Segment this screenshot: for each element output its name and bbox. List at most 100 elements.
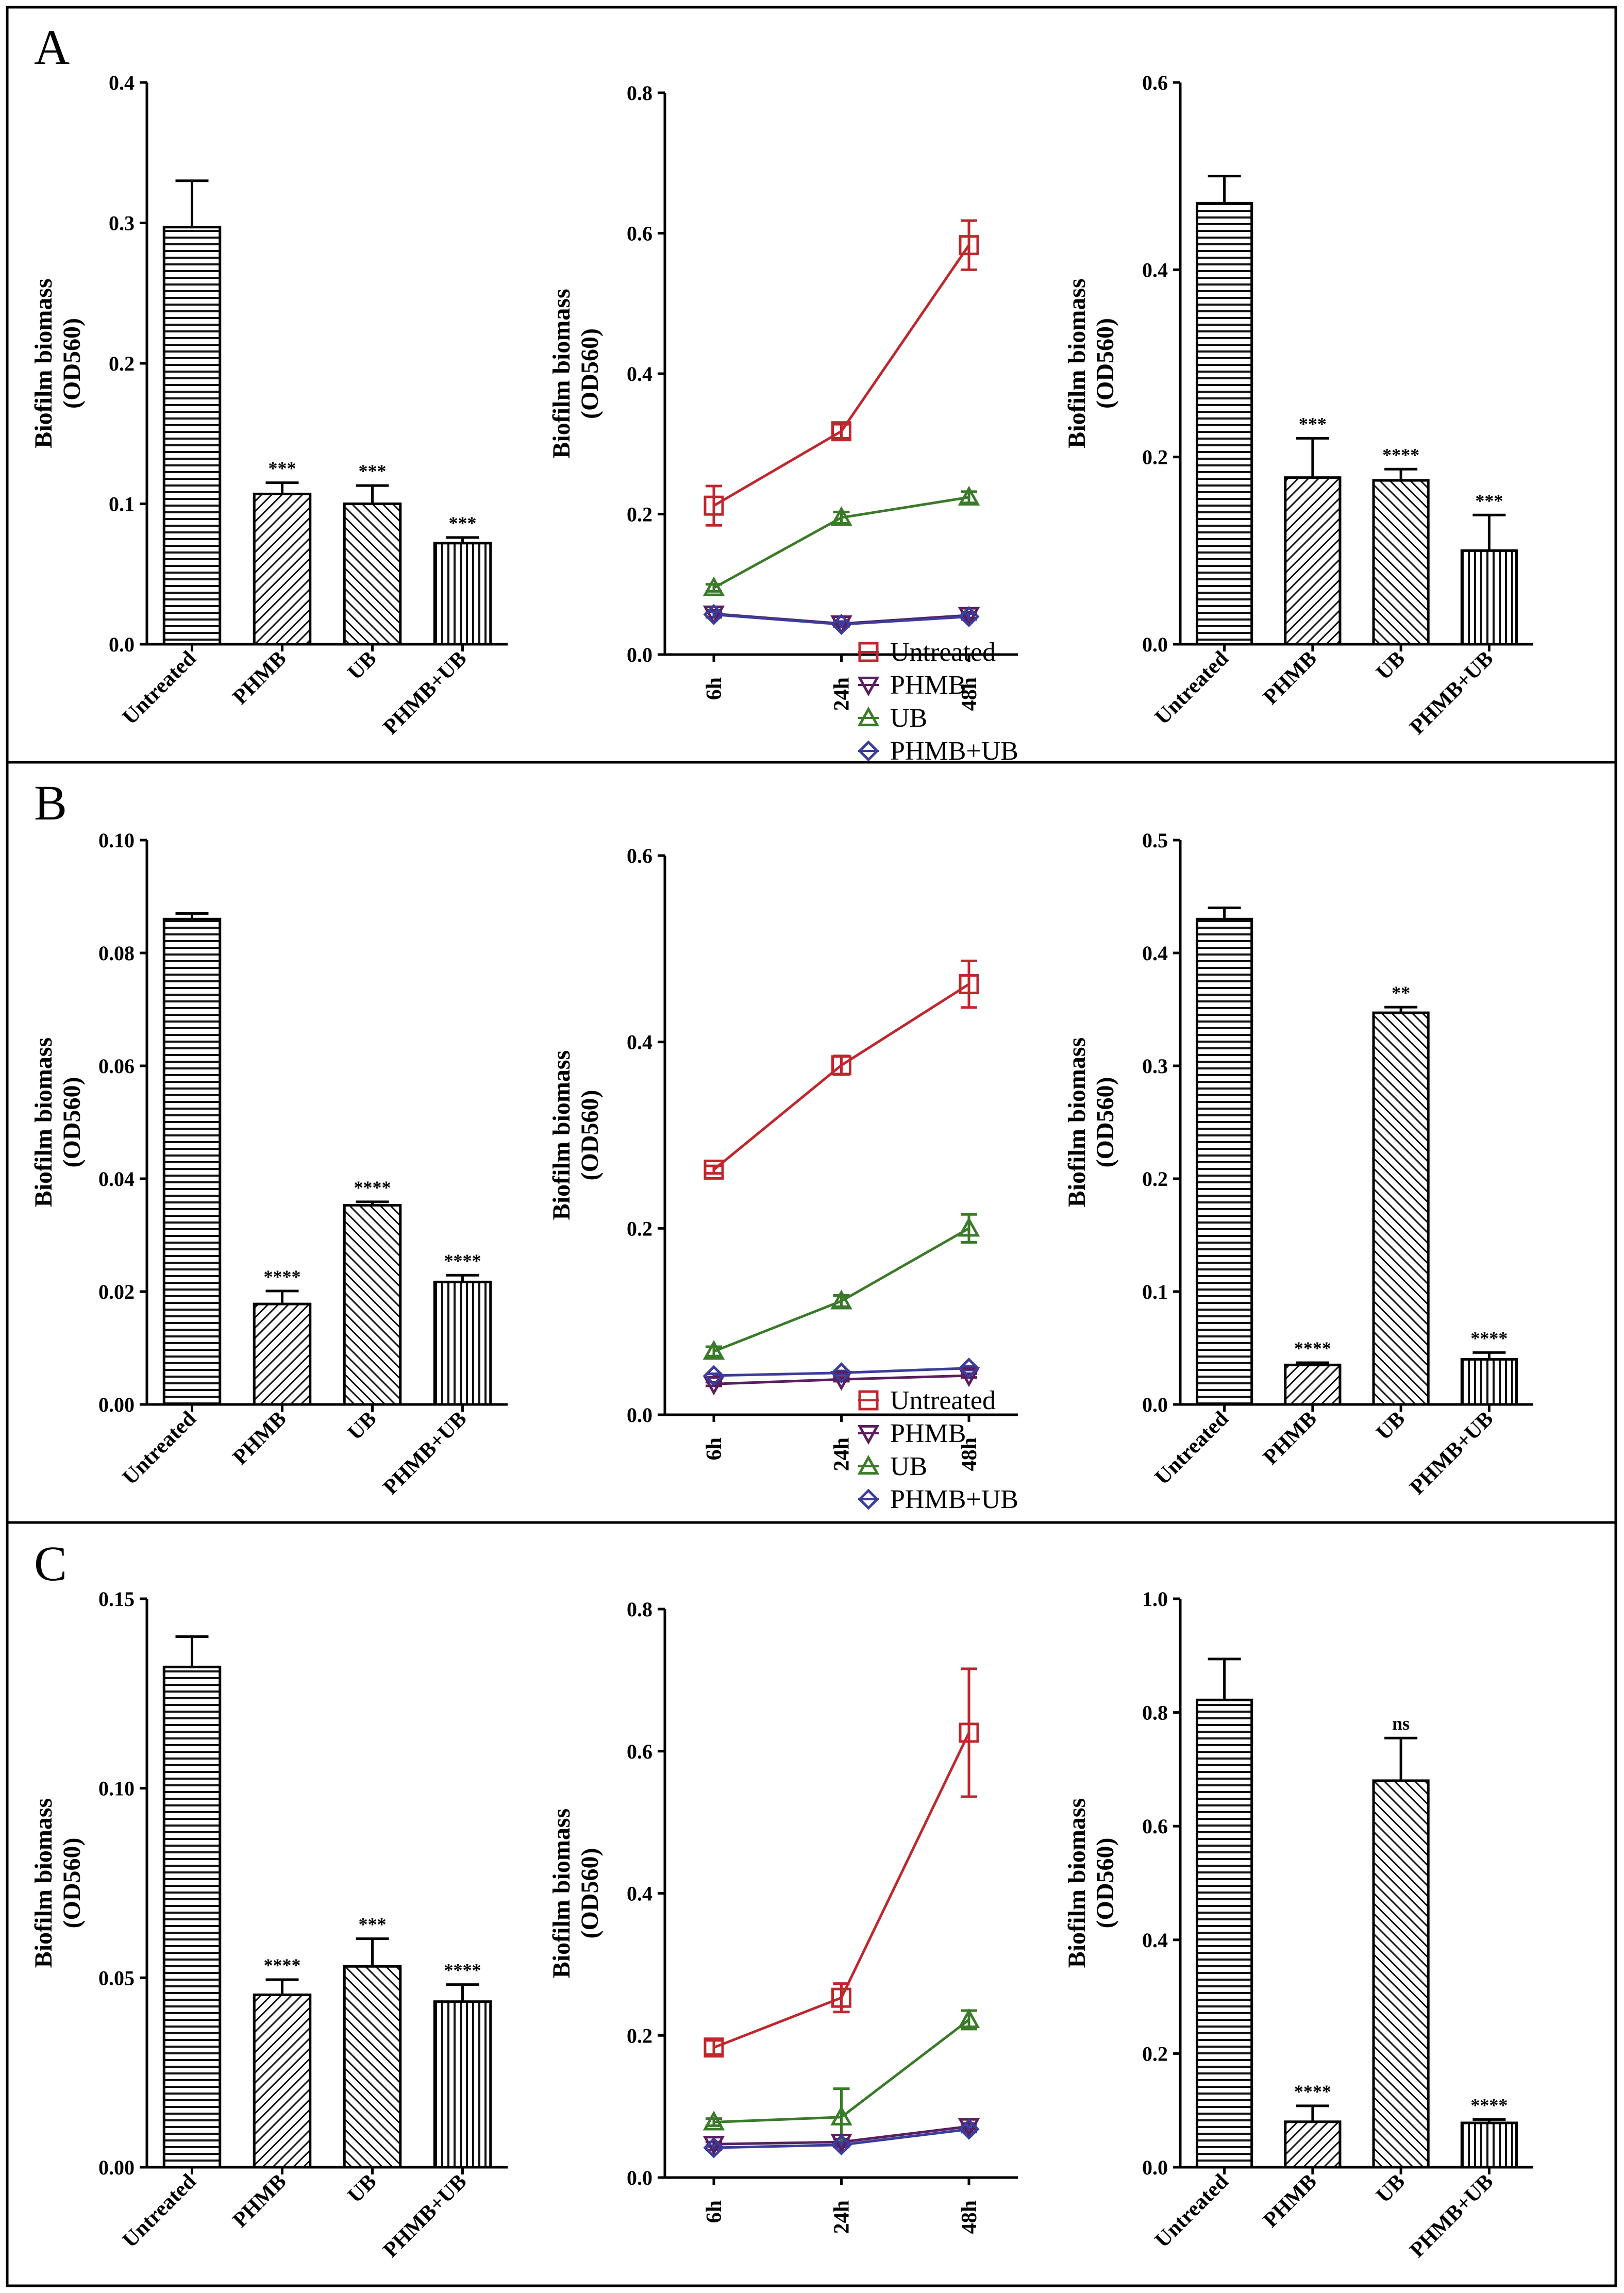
- bar: [1196, 202, 1253, 646]
- significance-label: ***: [359, 461, 387, 481]
- marker-diamond: [958, 606, 980, 627]
- significance-label: ****: [264, 1266, 301, 1287]
- category-label: Untreated: [1150, 1407, 1233, 1490]
- marker-triangle-up: [830, 506, 852, 526]
- x-tick-label: 48h: [958, 1437, 981, 1471]
- y-tick-label: 0.00: [98, 1393, 135, 1416]
- y-axis-label: Biofilm biomass: [30, 1798, 57, 1968]
- panel-C-line-chart: 0.0 0.2 0.4 0.6 0.8 Biofilm biomass (OD560) 6h 2…: [548, 1386, 1018, 2234]
- category-label: UB: [1371, 2170, 1410, 2208]
- marker-triangle-up: [702, 2111, 725, 2131]
- y-tick-label: 0.2: [627, 2024, 652, 2047]
- marker-diamond: [830, 613, 852, 635]
- category-label: PHMB: [228, 1407, 291, 1470]
- y-axis-label: Biofilm biomass: [548, 1809, 575, 1978]
- category-label: PHMB+UB: [379, 1407, 472, 1500]
- y-tick-label: 0.3: [1142, 1055, 1168, 1078]
- bar: [1460, 549, 1518, 646]
- marker-square: [704, 495, 724, 516]
- marker-square: [959, 974, 979, 995]
- category-label: PHMB+UB: [1405, 2170, 1498, 2263]
- y-tick-label: 0.4: [109, 71, 135, 94]
- x-tick-label: 48h: [958, 677, 981, 711]
- category-label: UB: [343, 2170, 381, 2208]
- bar: [343, 1203, 402, 1406]
- x-tick-label: 24h: [830, 2200, 854, 2234]
- y-tick-label: 0.4: [1142, 258, 1168, 281]
- bar: [253, 1302, 312, 1406]
- panel-C-bar-chart-2: 0.0 0.2 0.4 0.6 0.8 1.0 Biofilm biomass (OD560)…: [1063, 1587, 1533, 2262]
- significance-label: ****: [1294, 2081, 1331, 2102]
- y-axis-unit: (OD560): [58, 318, 86, 409]
- x-tick-label: 24h: [830, 677, 854, 711]
- y-tick-label: 1.0: [1142, 1587, 1168, 1611]
- bar: [343, 1965, 402, 2169]
- significance-label: ***: [269, 458, 296, 479]
- bar: [433, 1280, 492, 1406]
- y-tick-label: 0.1: [109, 493, 135, 516]
- category-label: PHMB+UB: [1405, 1407, 1498, 1500]
- y-axis-unit: (OD560): [1092, 1077, 1119, 1168]
- legend-label: Untreated: [890, 1386, 996, 1415]
- marker-square: [959, 235, 979, 256]
- significance-label: ****: [354, 1177, 391, 1198]
- y-tick-label: 0.2: [109, 352, 135, 375]
- marker-triangle-up: [830, 2105, 852, 2125]
- y-tick-label: 0.05: [98, 1966, 135, 1989]
- y-tick-label: 0.10: [98, 1777, 135, 1800]
- y-tick-label: 0.6: [627, 844, 652, 867]
- panel-C: C 0.00 0.05 0.10 0.15 Biofilm biomass (OD560)…: [6, 1386, 1617, 2287]
- marker-triangle-up: [958, 2008, 980, 2029]
- category-label: PHMB: [1259, 1407, 1321, 1470]
- y-tick-label: 0.2: [1142, 1167, 1168, 1191]
- legend-label: PHMB+UB: [890, 1485, 1018, 1514]
- y-tick-label: 0.6: [1142, 71, 1168, 94]
- panel-letter-C: C: [34, 1536, 67, 1591]
- marker-triangle-up: [958, 486, 980, 506]
- y-axis-unit: (OD560): [1092, 1838, 1119, 1929]
- marker-diamond: [858, 1488, 879, 1510]
- significance-label: ****: [444, 1250, 481, 1271]
- category-label: Untreated: [118, 1407, 201, 1490]
- marker-square: [959, 1722, 979, 1743]
- significance-label: **: [1392, 982, 1410, 1003]
- bar: [1196, 917, 1253, 1406]
- bar: [253, 492, 312, 646]
- y-tick-label: 0.6: [627, 1740, 652, 1763]
- series-line-untreated: [713, 244, 970, 507]
- y-tick-label: 0.8: [627, 81, 652, 105]
- bar: [1284, 2120, 1342, 2169]
- significance-label: ****: [1382, 444, 1419, 465]
- panel-B-bar-chart-1: 0.00 0.02 0.04 0.06 0.08 0.10 Biofilm biomass(…: [30, 829, 508, 1499]
- legend-label: PHMB: [890, 671, 966, 700]
- y-tick-label: 0.0: [1142, 2156, 1168, 2179]
- y-tick-label: 0.08: [98, 942, 135, 965]
- y-tick-label: 0.3: [109, 212, 135, 235]
- y-tick-label: 0.15: [98, 1587, 135, 1611]
- category-label: UB: [343, 1407, 381, 1445]
- marker-diamond: [703, 2137, 725, 2158]
- y-axis-unit: (OD560): [576, 1090, 604, 1181]
- panel-C-bar-chart-1: 0.00 0.05 0.10 0.15 Biofilm biomass (OD560) Un…: [30, 1587, 508, 2262]
- panel-A-bar-chart-1: 0.0 0.1 0.2 0.3 0.4 Biofilm biomass (OD560) Unt…: [30, 71, 508, 739]
- marker-triangle-up: [702, 576, 725, 596]
- y-axis-label: Biofilm biomass: [30, 1037, 57, 1207]
- significance-label: ***: [1475, 490, 1503, 511]
- significance-label: ****: [444, 1960, 481, 1981]
- y-tick-label: 0.4: [1142, 1929, 1168, 1952]
- marker-diamond: [830, 1362, 852, 1384]
- x-tick-label: 6h: [702, 1437, 726, 1460]
- significance-label: ns: [1392, 1713, 1410, 1734]
- y-axis-label: Biofilm biomass: [1063, 1037, 1091, 1207]
- y-axis-label: Biofilm biomass: [548, 1050, 575, 1220]
- category-label: UB: [343, 647, 381, 685]
- category-label: PHMB: [1259, 647, 1321, 710]
- category-label: PHMB: [228, 2170, 291, 2233]
- marker-triangle-down: [958, 1367, 980, 1387]
- marker-diamond: [830, 2134, 852, 2156]
- marker-square: [704, 1159, 724, 1180]
- category-label: PHMB+UB: [379, 2170, 472, 2263]
- y-tick-label: 0.1: [1142, 1280, 1168, 1303]
- panel-letter-A: A: [34, 20, 70, 75]
